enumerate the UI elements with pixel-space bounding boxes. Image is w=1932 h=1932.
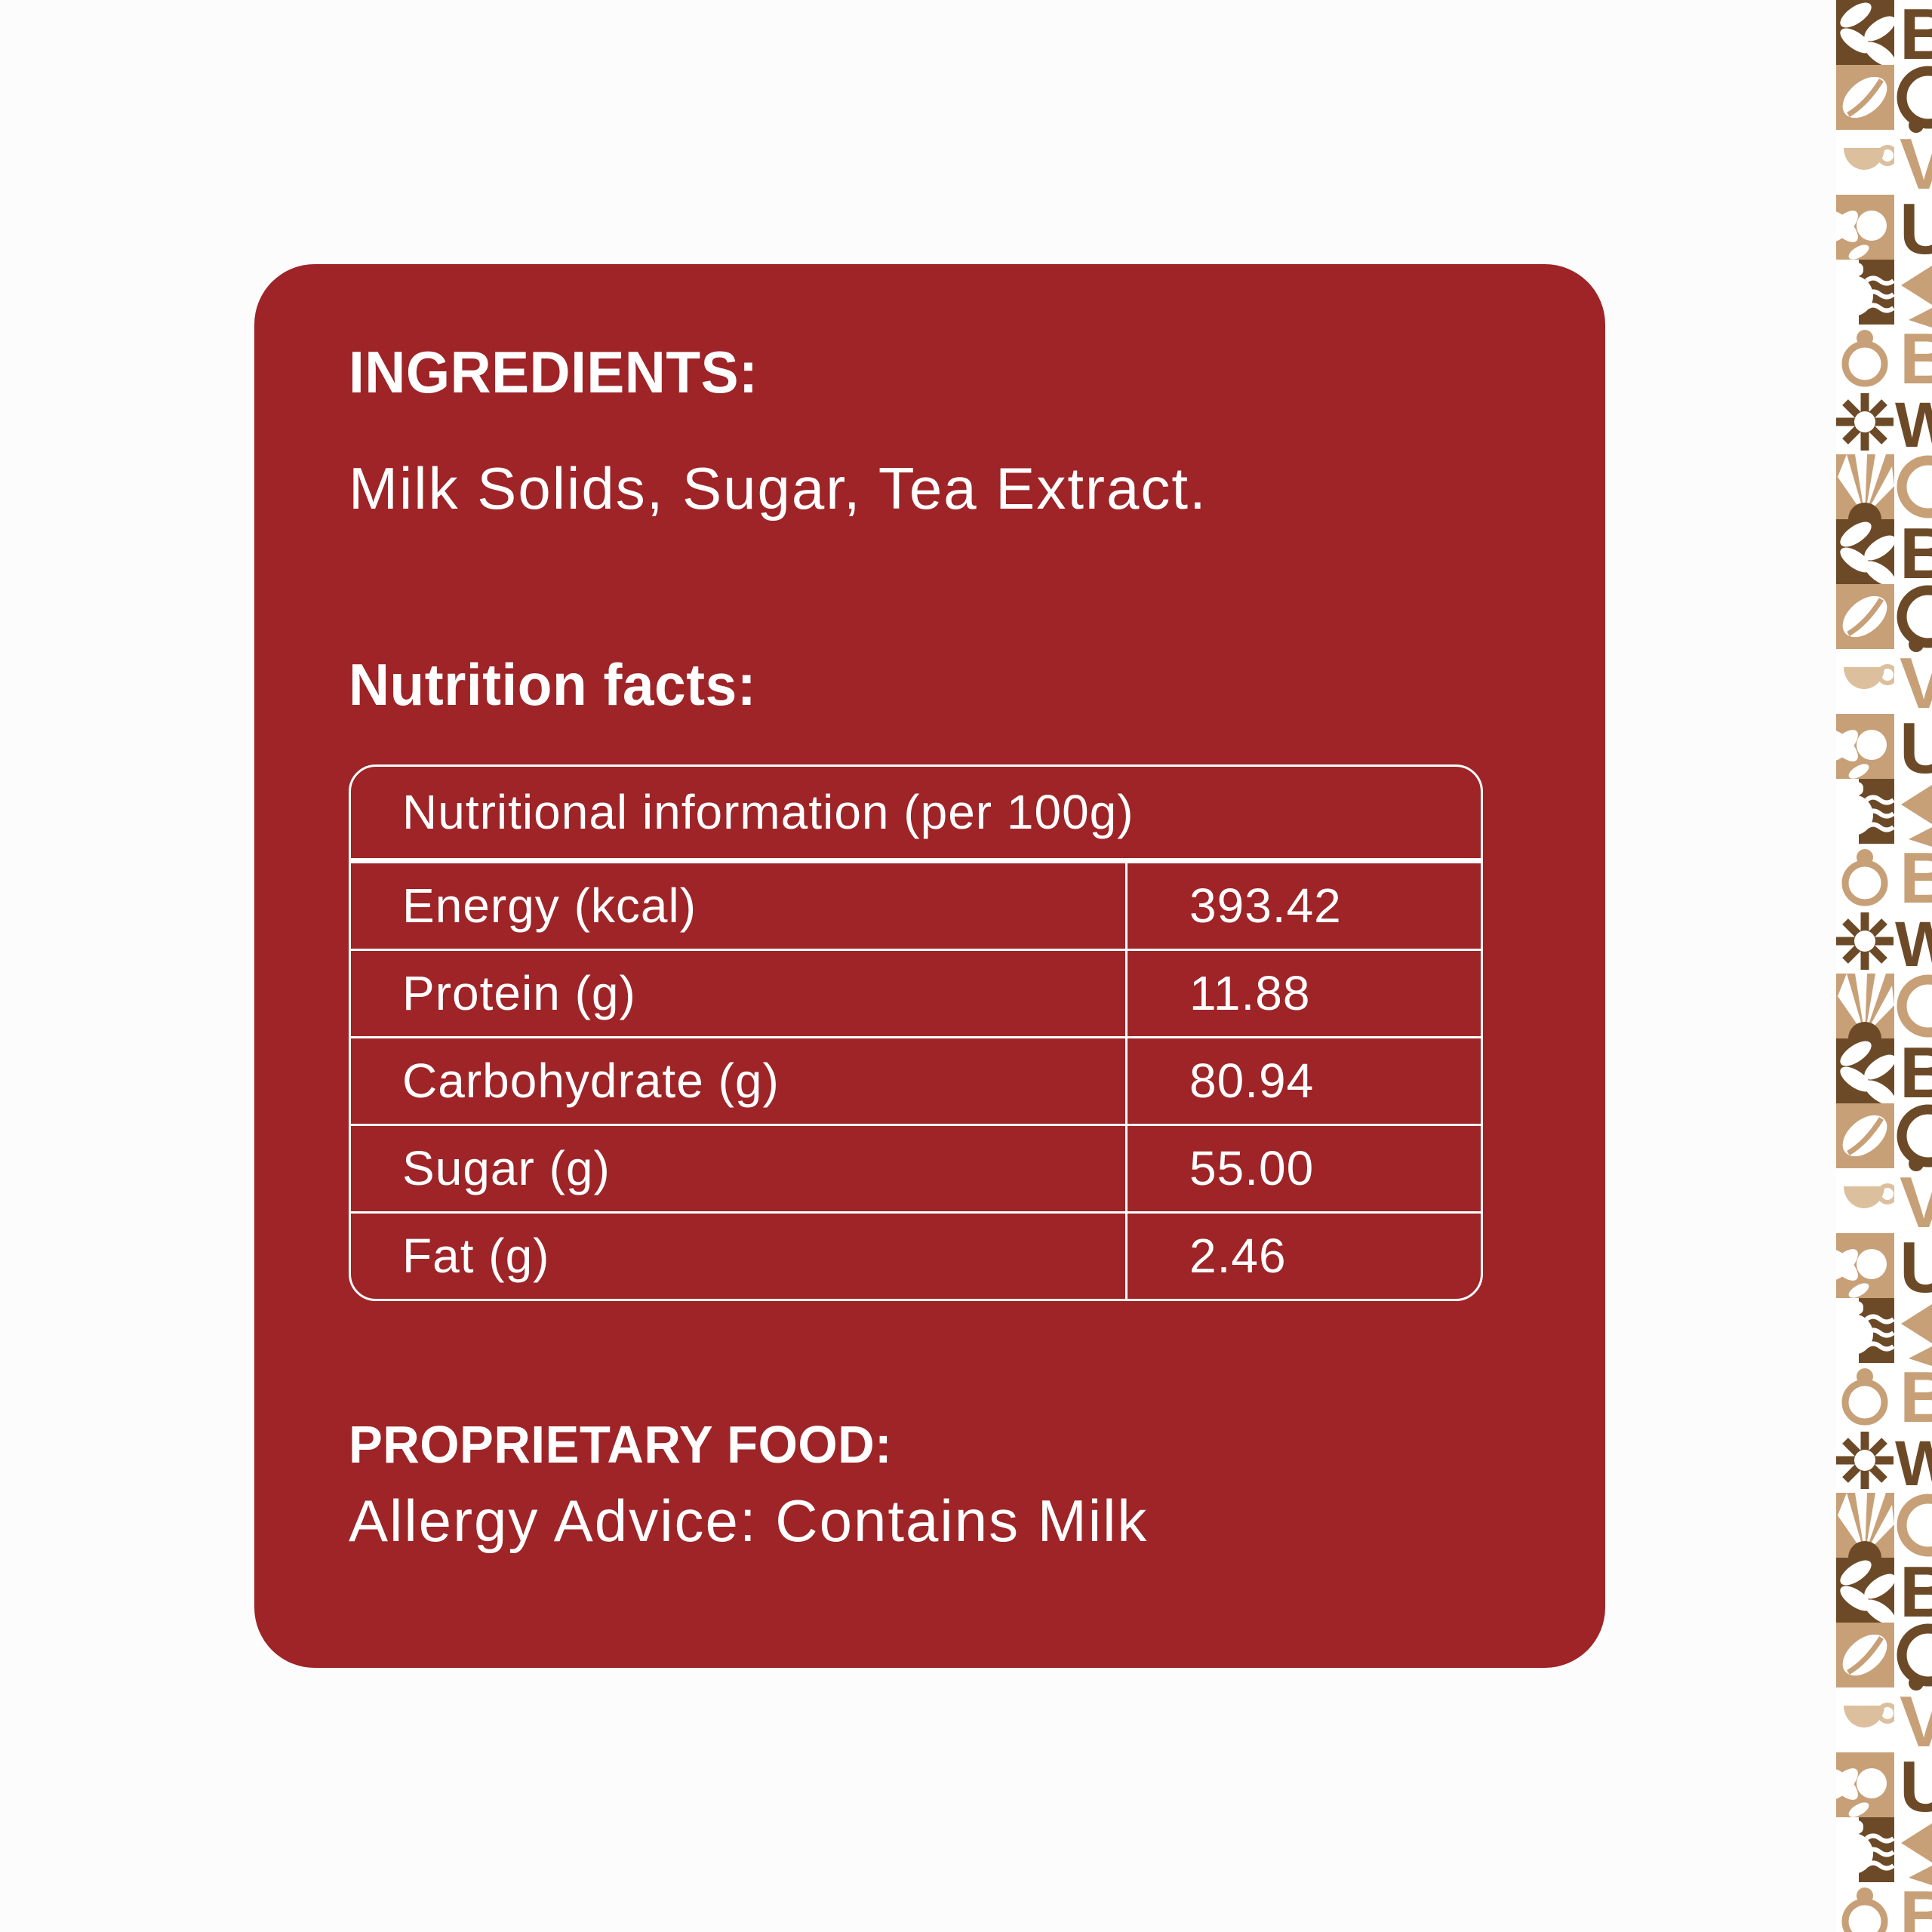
allergy-advice-text: Allergy Advice: Contains Milk	[349, 1487, 1149, 1554]
row-label: Carbohydrate (g)	[402, 1054, 780, 1108]
nutrition-facts-heading: Nutrition facts:	[349, 651, 757, 718]
table-row: Carbohydrate (g) 80.94	[351, 1036, 1481, 1124]
row-label: Protein (g)	[402, 966, 636, 1020]
ingredients-body: Milk Solids, Sugar, Tea Extract.	[349, 455, 1208, 521]
label-card: INGREDIENTS: Milk Solids, Sugar, Tea Ext…	[254, 264, 1605, 1668]
row-value: 55.00	[1125, 1126, 1481, 1211]
nutrition-table: Nutritional information (per 100g) Energ…	[349, 764, 1483, 1301]
table-row: Energy (kcal) 393.42	[351, 863, 1481, 949]
row-value: 393.42	[1125, 863, 1481, 949]
row-label: Fat (g)	[402, 1229, 550, 1283]
ingredients-heading: INGREDIENTS:	[349, 339, 758, 405]
row-value: 11.88	[1125, 951, 1481, 1036]
table-row: Protein (g) 11.88	[351, 949, 1481, 1036]
row-label: Energy (kcal)	[402, 878, 697, 933]
row-label: Sugar (g)	[402, 1141, 611, 1195]
row-value: 80.94	[1125, 1038, 1481, 1124]
proprietary-food-heading: PROPRIETARY FOOD:	[349, 1415, 893, 1474]
row-value: 2.46	[1125, 1214, 1481, 1299]
table-row: Fat (g) 2.46	[351, 1211, 1481, 1299]
table-row: Sugar (g) 55.00	[351, 1124, 1481, 1211]
nutrition-table-header: Nutritional information (per 100g)	[351, 767, 1481, 863]
decorative-pattern-strip: B V U B W	[1836, 0, 1932, 1932]
